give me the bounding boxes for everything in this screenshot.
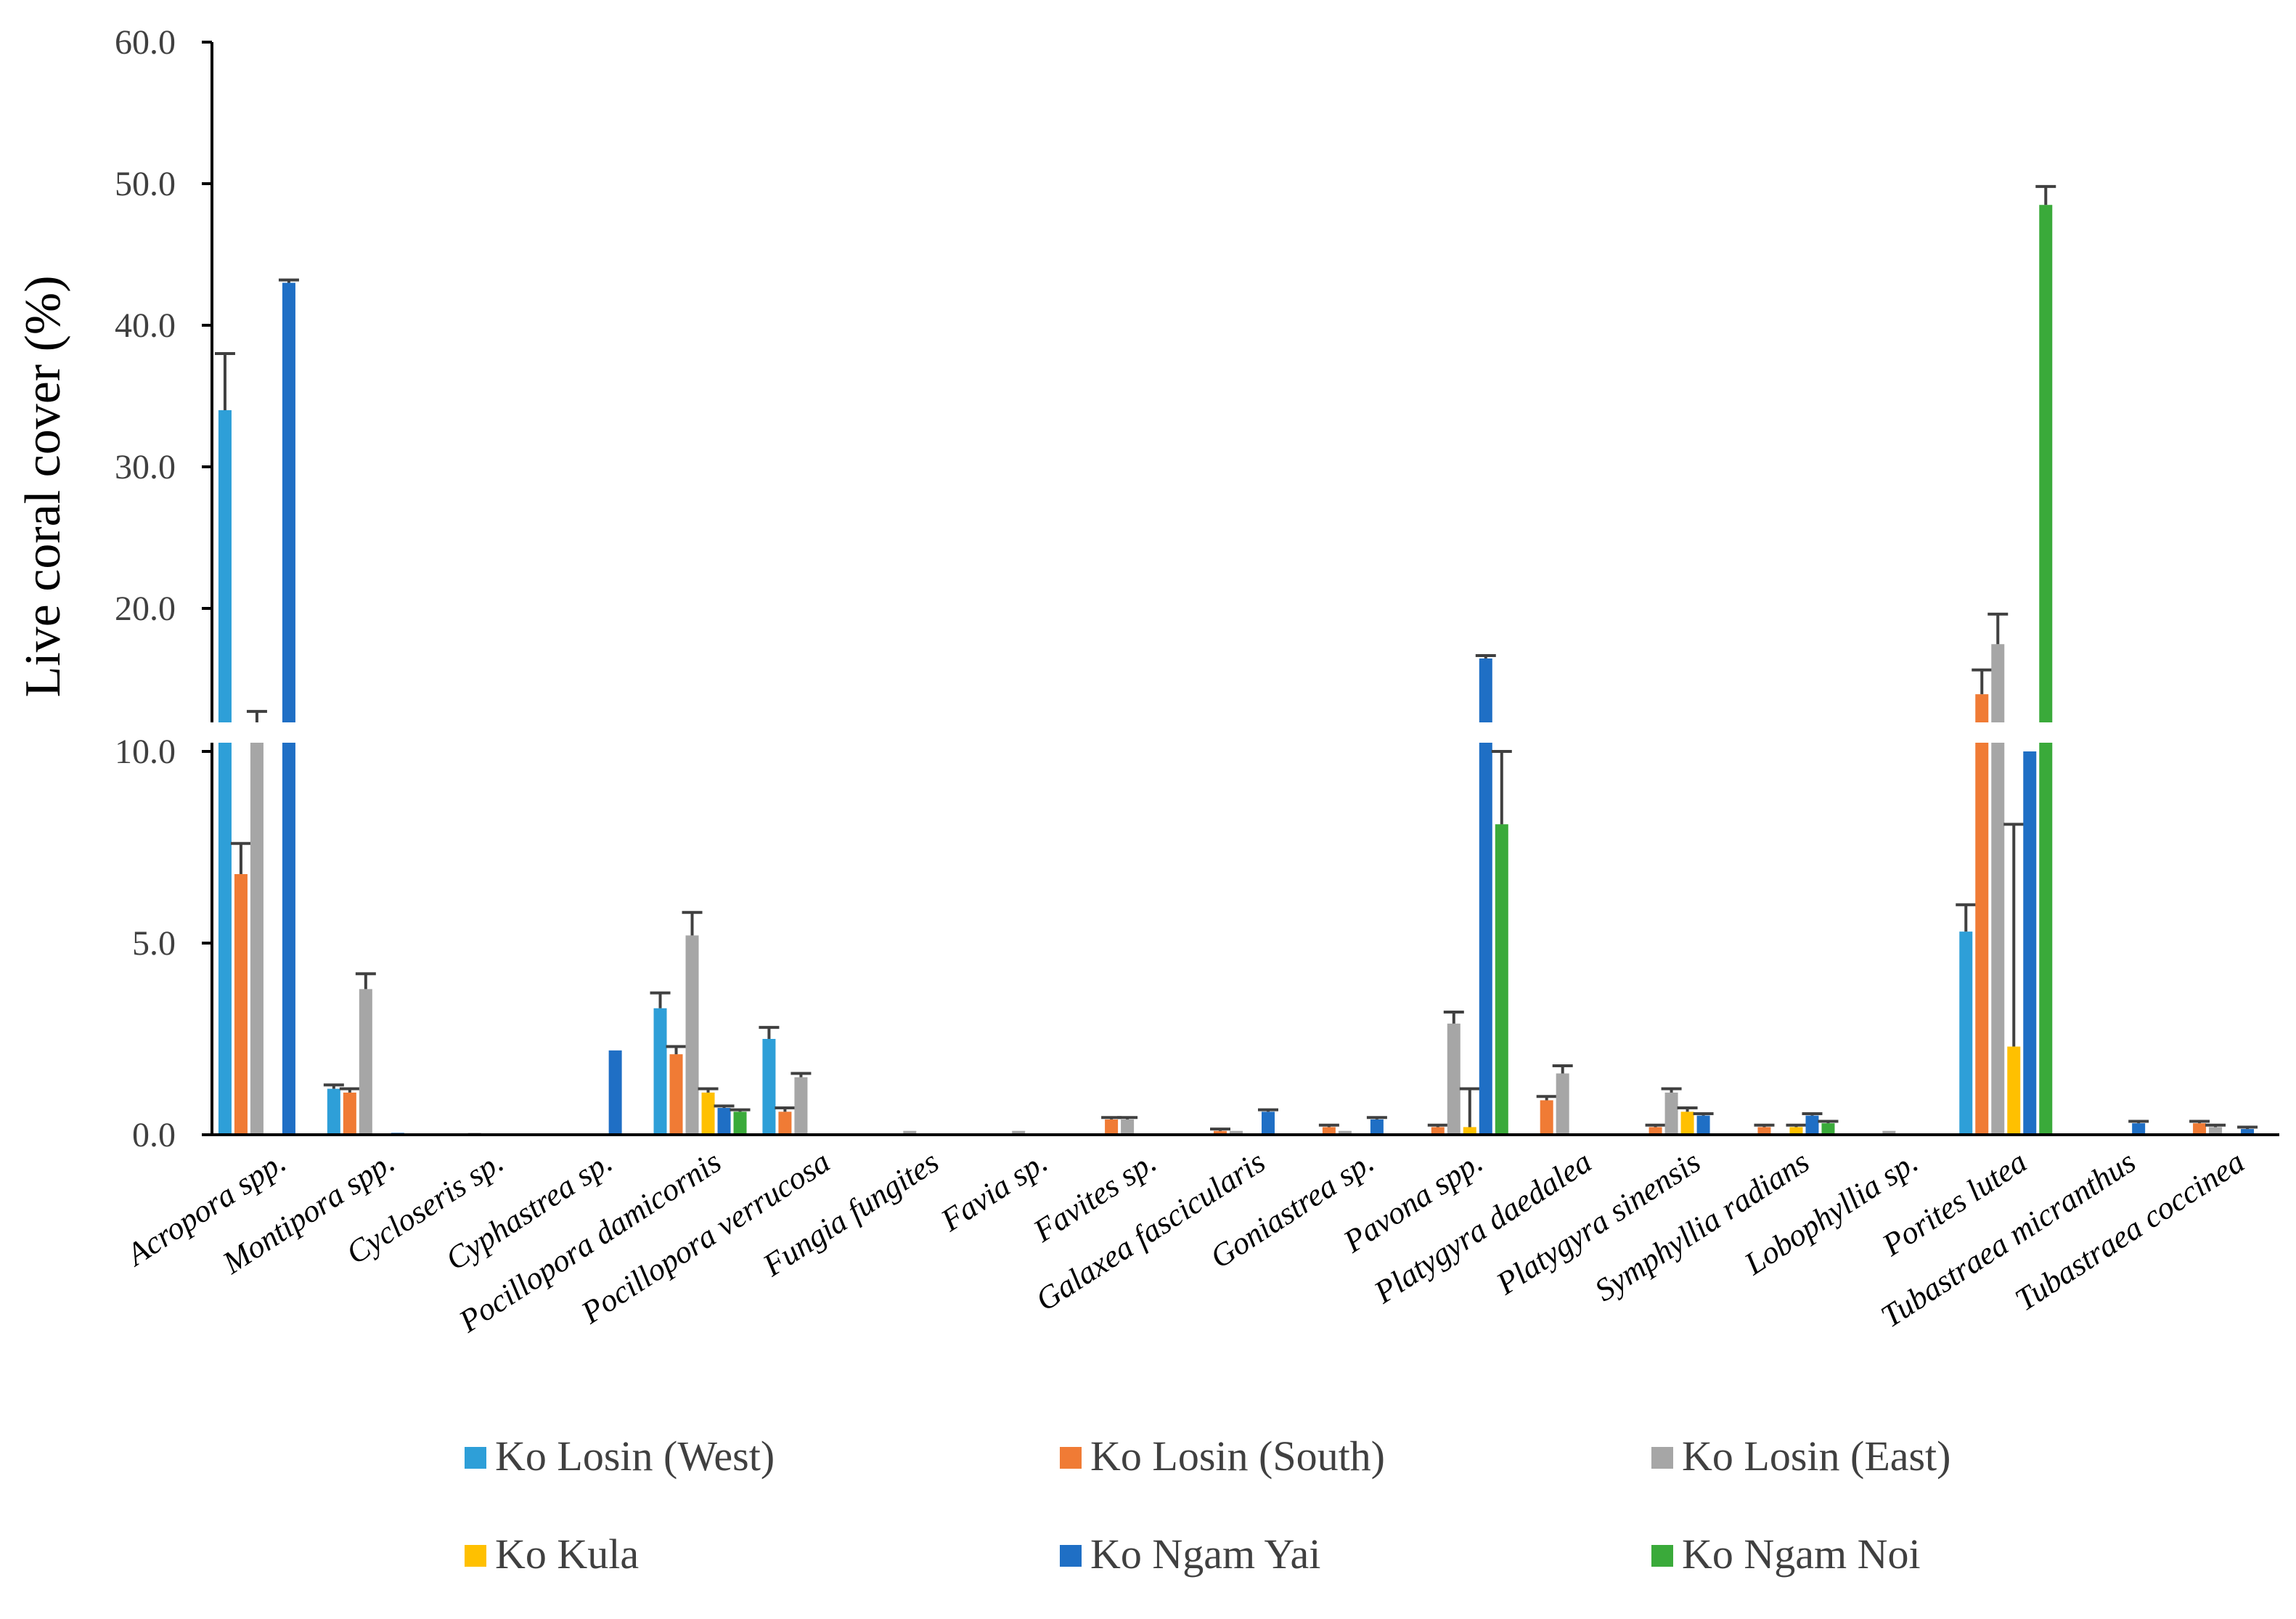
legend-swatch-ko-kula xyxy=(465,1545,486,1567)
legend-item-ko-losin-east: Ko Losin (East) xyxy=(1651,1432,1951,1480)
legend-item-ko-losin-south: Ko Losin (South) xyxy=(1060,1432,1385,1480)
bar-ko-losin-east-montipora-spp xyxy=(359,989,372,1135)
bar-ko-kula-pocillopora-damicornis xyxy=(701,1092,715,1135)
bar-ko-kula-porites-lutea xyxy=(2007,1046,2021,1135)
legend-swatch-ko-losin-east xyxy=(1651,1447,1673,1469)
bar-ko-losin-east-pocillopora-verrucosa xyxy=(794,1077,808,1135)
bar-ko-ngam-yai-acropora-spp xyxy=(282,282,295,1135)
bar-ko-ngam-yai-goniastrea-sp xyxy=(1370,1119,1384,1135)
legend-swatch-ko-losin-west xyxy=(465,1447,486,1469)
bar-ko-losin-south-pavona-spp xyxy=(1431,1127,1445,1135)
y-tick-50-0: 50.0 xyxy=(115,165,176,203)
legend-swatch-ko-ngam-noi xyxy=(1651,1545,1673,1567)
bar-ko-losin-west-montipora-spp xyxy=(327,1088,340,1135)
bar-ko-losin-south-tubastraea-coccinea xyxy=(2193,1123,2207,1135)
bar-ko-losin-east-acropora-spp xyxy=(250,730,263,1135)
bar-ko-losin-east-pavona-spp xyxy=(1447,1023,1460,1135)
y-tick-60-0: 60.0 xyxy=(115,23,176,62)
bar-ko-losin-south-platygyra-daedalea xyxy=(1540,1100,1553,1135)
bar-ko-losin-east-platygyra-daedalea xyxy=(1556,1073,1569,1135)
bar-ko-kula-symphyllia-radians xyxy=(1789,1127,1803,1135)
bar-ko-ngam-yai-pavona-spp xyxy=(1479,658,1492,1135)
bar-ko-ngam-yai-tubastraea-micranthus xyxy=(2132,1123,2146,1135)
legend-label-ko-ngam-yai: Ko Ngam Yai xyxy=(1090,1530,1320,1578)
legend-label-ko-losin-south: Ko Losin (South) xyxy=(1090,1432,1385,1480)
y-tick-30-0: 30.0 xyxy=(115,448,176,486)
y-tick-0-0: 0.0 xyxy=(132,1116,176,1154)
bar-ko-kula-pavona-spp xyxy=(1463,1127,1476,1135)
bar-ko-losin-east-tubastraea-coccinea xyxy=(2209,1127,2223,1135)
series-ko-losin-west xyxy=(214,352,1977,1135)
y-tick-40-0: 40.0 xyxy=(115,306,176,345)
legend-label-ko-losin-east: Ko Losin (East) xyxy=(1682,1432,1951,1480)
bar-ko-ngam-yai-pocillopora-damicornis xyxy=(717,1108,731,1135)
bar-ko-losin-east-porites-lutea xyxy=(1991,644,2005,1135)
series-ko-ngam-noi xyxy=(730,184,2056,1135)
bar-ko-losin-south-pocillopora-verrucosa xyxy=(778,1112,792,1135)
bar-ko-losin-south-symphyllia-radians xyxy=(1757,1127,1771,1135)
bar-ko-losin-east-fungia-fungites xyxy=(903,1130,917,1135)
legend-label-ko-ngam-noi: Ko Ngam Noi xyxy=(1682,1530,1921,1578)
bar-ko-losin-west-pocillopora-damicornis xyxy=(653,1008,667,1135)
y-tick-20-0: 20.0 xyxy=(115,590,176,628)
bar-ko-ngam-yai-porites-lutea xyxy=(2023,751,2037,1135)
bar-ko-losin-east-platygyra-sinensis xyxy=(1664,1092,1678,1135)
bar-ko-losin-west-porites-lutea xyxy=(1959,931,1973,1135)
series-ko-losin-south xyxy=(230,668,2210,1135)
bar-ko-ngam-yai-symphyllia-radians xyxy=(1805,1115,1819,1135)
legend-label-ko-losin-west: Ko Losin (West) xyxy=(495,1432,775,1480)
legend-item-ko-ngam-yai: Ko Ngam Yai xyxy=(1060,1530,1320,1578)
legend-item-ko-ngam-noi: Ko Ngam Noi xyxy=(1651,1530,1921,1578)
bar-ko-ngam-yai-cyphastrea-sp xyxy=(608,1050,622,1135)
bar-ko-losin-south-favites-sp xyxy=(1105,1119,1119,1135)
bars-layer xyxy=(181,184,2279,1135)
bar-ko-ngam-yai-galaxea-fascicularis xyxy=(1262,1112,1275,1135)
bar-ko-ngam-yai-platygyra-sinensis xyxy=(1696,1115,1710,1135)
bar-ko-ngam-noi-porites-lutea xyxy=(2039,205,2053,1135)
y-tick-10-0: 10.0 xyxy=(115,733,176,771)
bar-ko-losin-south-montipora-spp xyxy=(343,1092,356,1135)
bar-ko-losin-east-favia-sp xyxy=(1012,1130,1026,1135)
legend-swatch-ko-losin-south xyxy=(1060,1447,1082,1469)
legend-swatch-ko-ngam-yai xyxy=(1060,1545,1082,1567)
legend-item-ko-kula: Ko Kula xyxy=(465,1530,639,1578)
bar-ko-losin-east-galaxea-fascicularis xyxy=(1230,1130,1243,1135)
bar-ko-losin-south-pocillopora-damicornis xyxy=(669,1054,683,1135)
bar-ko-ngam-yai-tubastraea-coccinea xyxy=(2241,1129,2255,1135)
bar-ko-ngam-noi-pocillopora-damicornis xyxy=(733,1112,747,1135)
bar-ko-kula-platygyra-sinensis xyxy=(1680,1112,1694,1135)
legend: Ko Losin (West) Ko Losin (South) Ko Losin … xyxy=(465,1432,1951,1578)
bar-ko-losin-west-pocillopora-verrucosa xyxy=(762,1039,776,1135)
bar-ko-losin-west-acropora-spp xyxy=(218,410,232,1135)
y-axis-label: Live coral cover (%) xyxy=(15,275,71,697)
bar-ko-losin-east-goniastrea-sp xyxy=(1338,1130,1352,1135)
bar-ko-losin-south-galaxea-fascicularis xyxy=(1214,1130,1227,1135)
series-ko-ngam-yai xyxy=(278,278,2258,1135)
bar-ko-losin-east-lobophyllia-sp xyxy=(1882,1130,1896,1135)
y-tick-labels: 0.0 5.0 10.0 20.0 30.0 40.0 50.0 60.0 xyxy=(115,23,212,1154)
series-ko-losin-east xyxy=(246,612,2226,1135)
bar-ko-losin-south-platygyra-sinensis xyxy=(1649,1127,1662,1135)
bar-ko-losin-east-pocillopora-damicornis xyxy=(685,935,699,1135)
bar-ko-losin-south-acropora-spp xyxy=(234,873,248,1135)
bar-ko-losin-south-porites-lutea xyxy=(1975,694,1989,1135)
legend-label-ko-kula: Ko Kula xyxy=(495,1530,639,1578)
bar-ko-ngam-noi-symphyllia-radians xyxy=(1821,1123,1835,1135)
x-category-labels: Acropora spp.Montipora spp.Cycloseris sp… xyxy=(118,1143,2250,1339)
bar-ko-ngam-noi-pavona-spp xyxy=(1495,824,1508,1135)
y-tick-5-0: 5.0 xyxy=(132,924,176,963)
legend-item-ko-losin-west: Ko Losin (West) xyxy=(465,1432,775,1480)
bar-ko-losin-south-goniastrea-sp xyxy=(1322,1127,1336,1135)
series-ko-kula xyxy=(698,823,2025,1135)
bar-ko-losin-east-favites-sp xyxy=(1121,1119,1135,1135)
axis-break-gap xyxy=(181,722,2279,743)
